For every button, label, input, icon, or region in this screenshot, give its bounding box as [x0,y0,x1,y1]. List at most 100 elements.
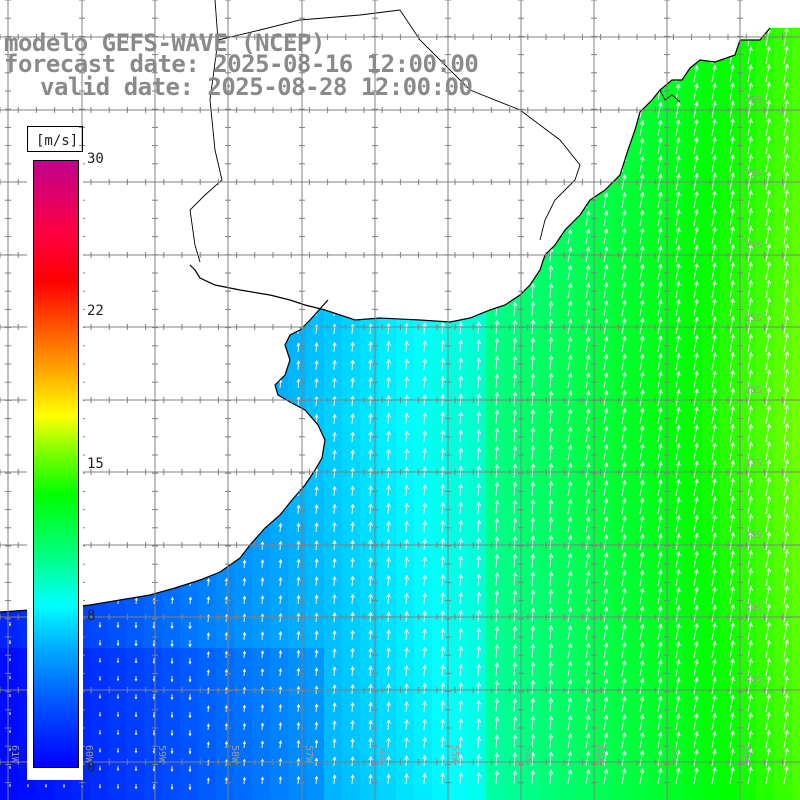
speed-cell [378,414,397,433]
colorbar-unit: [m/s] [36,133,79,149]
speed-cell [486,486,505,505]
speed-cell [522,558,541,577]
wind-arrow [98,694,102,699]
wind-arrow [729,730,735,749]
wind-arrow [675,568,681,587]
wind-arrow [242,740,247,749]
speed-cell [486,414,505,433]
speed-cell [198,630,217,649]
speed-cell [198,666,217,685]
speed-cell [252,774,271,793]
speed-cell [486,720,505,739]
speed-cell [234,774,253,793]
speed-cell [162,738,181,757]
speed-cell [702,288,721,307]
wind-arrow [458,555,463,569]
wind-arrow [476,357,482,371]
wind-arrow [530,679,536,695]
wind-arrow [476,429,482,443]
speed-cell [540,756,559,775]
speed-cell [468,360,487,379]
wind-arrow [404,556,409,569]
speed-cell [720,540,739,559]
wind-arrow [639,533,645,551]
wind-arrow [296,576,301,587]
wind-arrow [368,503,373,515]
wind-arrow [9,658,11,662]
model-title: modelo GEFS-WAVE (NCEP) [4,29,325,57]
speed-cell [288,630,307,649]
wind-arrow [585,426,591,443]
speed-cell [522,756,541,775]
wind-arrow [242,776,246,785]
speed-cell [792,540,800,559]
wind-arrow [693,154,699,173]
wind-arrow [45,784,47,788]
speed-cell [486,558,505,577]
speed-cell [612,414,631,433]
wind-arrow [440,339,445,353]
wind-arrow [350,683,355,695]
speed-cell [720,198,739,217]
speed-cell [342,666,361,685]
speed-cell [792,396,800,415]
speed-cell [666,720,685,739]
speed-cell [342,504,361,523]
wind-arrow [783,567,789,587]
speed-cell [630,252,649,271]
speed-cell [342,738,361,757]
speed-cell [774,198,793,217]
speed-cell [558,504,577,523]
speed-cell [468,648,487,667]
wind-arrow [783,531,789,551]
wind-arrow [747,621,753,641]
speed-cell [450,468,469,487]
wind-arrow [567,228,573,245]
speed-cell [108,720,127,739]
speed-cell [324,738,343,757]
speed-cell [324,576,343,595]
speed-cell [558,702,577,721]
wind-arrow [548,372,554,389]
wind-arrow [567,606,573,623]
speed-cell [414,468,433,487]
speed-cell [684,522,703,541]
wind-arrow [512,697,518,713]
wind-arrow [458,627,463,641]
speed-cell [702,450,721,469]
wind-arrow [548,715,554,731]
speed-cell [684,720,703,739]
wind-arrow [350,521,355,533]
speed-cell [612,216,631,235]
speed-cell [756,558,775,577]
wind-arrow [657,479,663,497]
wind-arrow [567,282,573,299]
wind-arrow [494,607,500,623]
speed-cell [648,450,667,469]
wind-arrow [765,531,771,551]
wind-arrow [170,676,174,683]
speed-cell [738,144,757,163]
wind-arrow [440,646,445,659]
wind-arrow [711,478,717,497]
wind-arrow [567,552,573,569]
wind-arrow [729,190,735,209]
speed-cell [288,774,307,793]
wind-arrow [747,64,753,83]
speed-cell [270,774,289,793]
wind-arrow [585,444,591,461]
speed-cell [576,396,595,415]
wind-arrow [621,407,627,425]
wind-arrow [368,341,373,353]
speed-cell [558,666,577,685]
speed-cell [648,108,667,127]
wind-arrow [729,531,735,551]
wind-arrow [404,340,409,353]
wind-arrow [98,640,102,646]
speed-cell [720,414,739,433]
speed-cell [270,648,289,667]
speed-cell [108,738,127,757]
wind-arrow [567,426,573,443]
speed-cell [774,54,793,73]
wind-arrow [639,587,645,605]
